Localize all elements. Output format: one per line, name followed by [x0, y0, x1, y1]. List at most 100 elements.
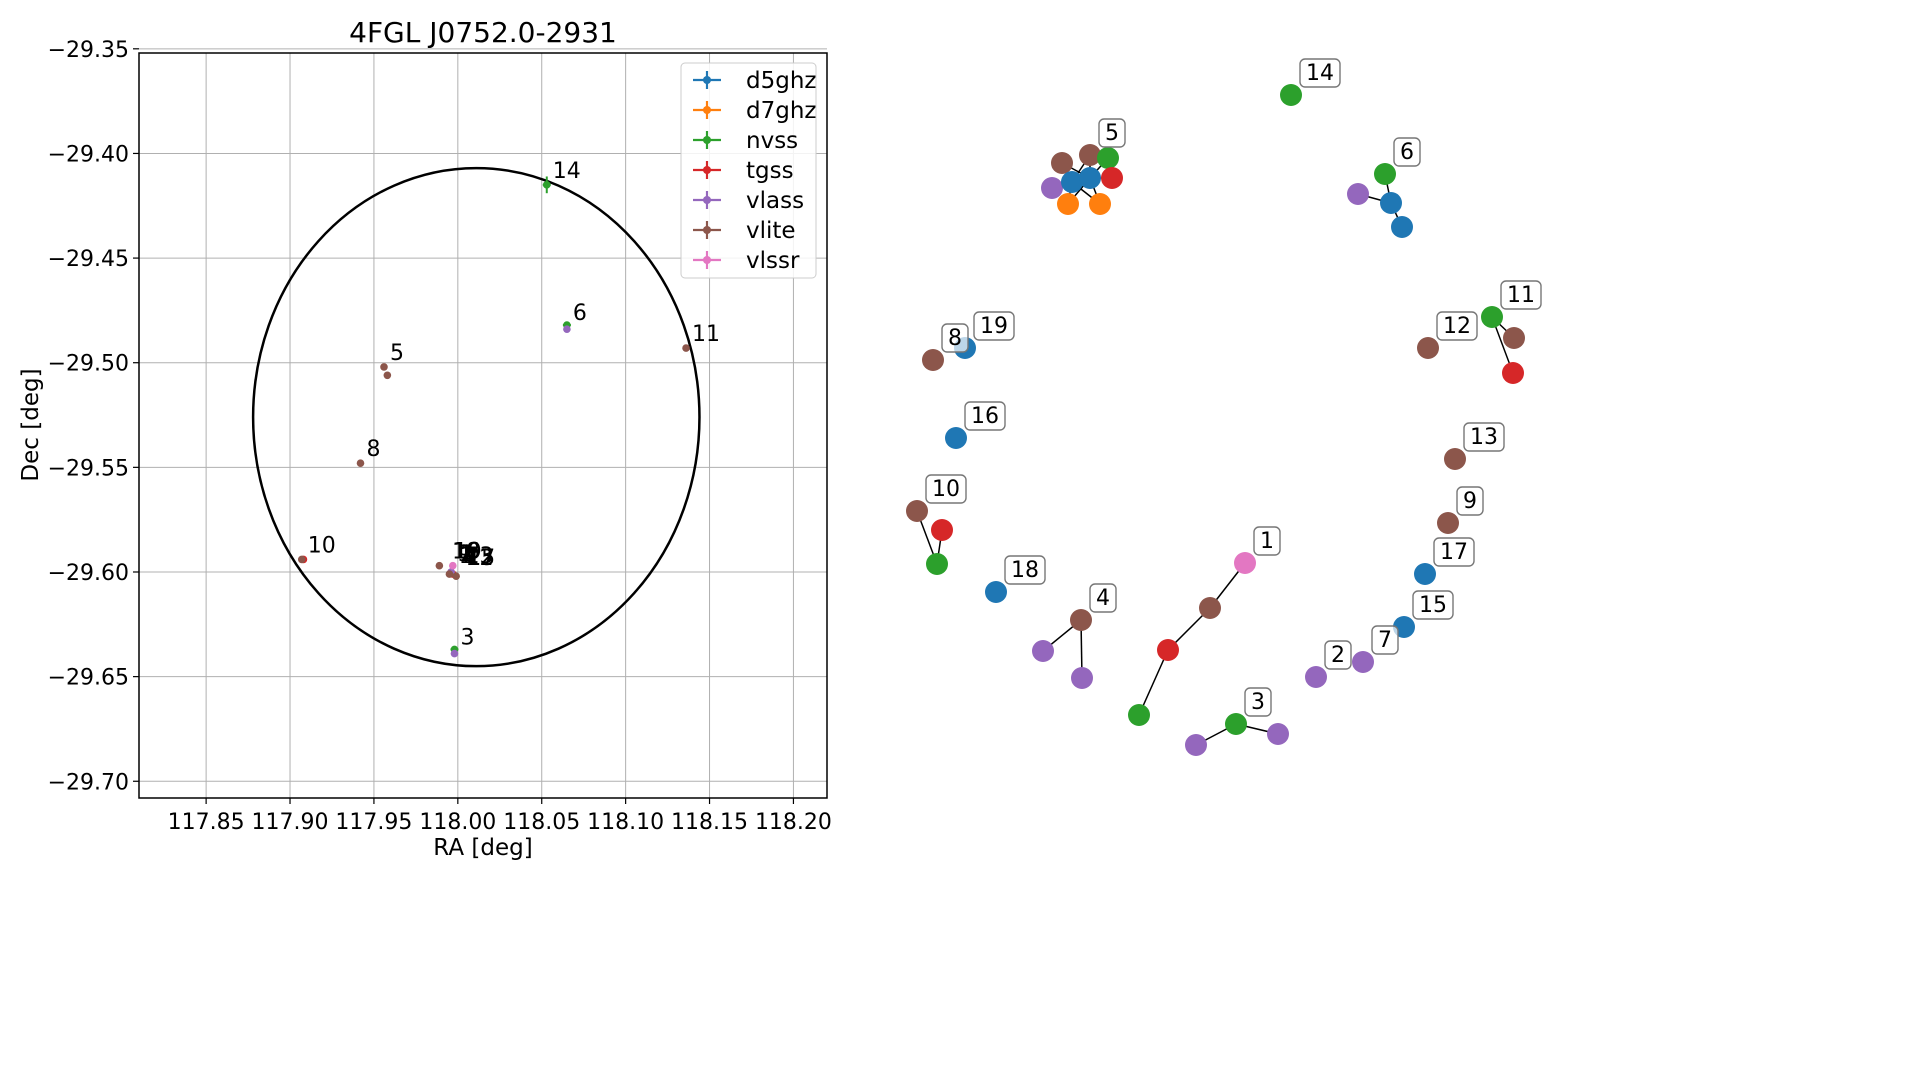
network-label-box — [1004, 555, 1046, 585]
points-layer — [297, 176, 690, 658]
x-tick-label: 117.85 — [168, 810, 245, 835]
network-label-box — [1324, 640, 1352, 670]
point-label: 3 — [460, 626, 474, 651]
point-label: 9 — [457, 542, 471, 567]
vlite-node — [1070, 609, 1092, 631]
network-label-box — [1253, 526, 1281, 556]
point-label: 6 — [573, 301, 587, 326]
localization-ellipse-layer — [251, 166, 701, 668]
vlite-point — [445, 570, 454, 578]
network-label-box — [964, 401, 1006, 431]
point-label: 15 — [467, 546, 495, 571]
point-label: 13 — [466, 544, 494, 569]
network-label-box — [1299, 58, 1341, 88]
network-label: 6 — [1400, 140, 1414, 165]
vlite-node — [1444, 448, 1466, 470]
d7ghz-node — [1057, 193, 1079, 215]
network-edge — [1138, 649, 1169, 716]
point-label: 16 — [452, 540, 480, 565]
vlite-node — [1437, 512, 1459, 534]
network-label: 12 — [1443, 314, 1471, 339]
legend-marker-dot — [703, 166, 711, 174]
d5ghz-node — [1380, 192, 1402, 214]
vlass-node — [1352, 651, 1374, 673]
vlass-point — [450, 649, 459, 658]
d5ghz-node — [1414, 563, 1436, 585]
vlite-node — [1503, 327, 1525, 349]
vlass-node — [1071, 667, 1093, 689]
vlite-point — [383, 371, 392, 380]
network-label-box — [941, 323, 969, 353]
point-label: 1 — [459, 544, 473, 569]
vlite-point — [435, 561, 444, 570]
d7ghz-node — [1089, 193, 1111, 215]
vlite-node — [1079, 144, 1101, 166]
legend-entry-d7ghz: d7ghz — [746, 98, 816, 124]
network-label: 17 — [1440, 540, 1468, 565]
x-tick-label: 118.05 — [503, 810, 580, 835]
y-tick-label: −29.45 — [48, 247, 129, 272]
d5ghz-node — [945, 427, 967, 449]
vlite-node — [1417, 337, 1439, 359]
x-tick-label: 118.15 — [671, 810, 748, 835]
x-ticks: 117.85 117.90 117.95 118.00 118.05 118.10 118.… — [168, 798, 832, 835]
point-label: 17 — [467, 546, 495, 571]
vlass-node — [1305, 666, 1327, 688]
network-label-box — [925, 474, 967, 504]
network-label: 19 — [980, 314, 1008, 339]
tgss-node — [1502, 362, 1524, 384]
point-label: 4 — [462, 544, 476, 569]
network-label: 7 — [1378, 628, 1392, 653]
x-tick-label: 117.90 — [252, 810, 329, 835]
nvss-node — [926, 553, 948, 575]
x-tick-label: 118.10 — [587, 810, 664, 835]
network-label: 13 — [1470, 425, 1498, 450]
point-label: 5 — [390, 341, 404, 366]
legend-entry-d5ghz: d5ghz — [746, 68, 816, 94]
x-tick-label: 117.95 — [335, 810, 412, 835]
network-label: 8 — [948, 326, 962, 351]
legend-marker-dot — [703, 196, 711, 204]
nvss-node — [1481, 306, 1503, 328]
y-axis-label: Dec [deg] — [18, 368, 44, 481]
legend-entry-vlite: vlite — [746, 218, 796, 244]
network-label-box — [1089, 583, 1117, 613]
tgss-node — [1101, 167, 1123, 189]
y-tick-label: −29.65 — [48, 666, 129, 691]
vlass-node — [1347, 183, 1369, 205]
vlass-node — [1041, 177, 1063, 199]
nvss-node — [1097, 147, 1119, 169]
network-label: 11 — [1507, 283, 1535, 308]
vlite-point — [380, 363, 388, 371]
network-label-box — [1456, 486, 1484, 516]
network-edges — [916, 154, 1515, 746]
x-axis-label: RA [deg] — [433, 835, 532, 861]
point-label: 14 — [553, 159, 581, 184]
point-label: 8 — [367, 437, 381, 462]
network-label-box — [1433, 537, 1475, 567]
network-label: 3 — [1251, 690, 1265, 715]
nvss-node — [1280, 84, 1302, 106]
vlite-node — [922, 349, 944, 371]
legend-marker-dot — [703, 106, 711, 114]
y-ticks: −29.35 −29.40 −29.45 −29.50 −29.55 −29.60 −29.… — [48, 38, 139, 795]
legend-entry-tgss: tgss — [746, 158, 794, 184]
y-tick-label: −29.70 — [48, 770, 129, 795]
point-label: 7 — [464, 544, 478, 569]
point-label: 12 — [466, 546, 494, 571]
vlass-node — [1267, 723, 1289, 745]
nvss-node — [1128, 704, 1150, 726]
network-label: 9 — [1463, 489, 1477, 514]
vlite-point — [452, 572, 460, 580]
nvss-point — [542, 181, 551, 189]
network-label-box — [1393, 137, 1421, 167]
chart-title: 4FGL J0752.0-2931 — [349, 16, 617, 49]
legend-marker-dot — [703, 136, 711, 144]
grid — [139, 48, 827, 798]
vlssr-node — [1234, 552, 1256, 574]
localization-ellipse — [251, 166, 701, 668]
network-label: 16 — [971, 404, 999, 429]
network-label: 15 — [1419, 593, 1447, 618]
legend: d5ghz d7ghz nvss tgss vlass vlite vlssr — [680, 62, 817, 279]
